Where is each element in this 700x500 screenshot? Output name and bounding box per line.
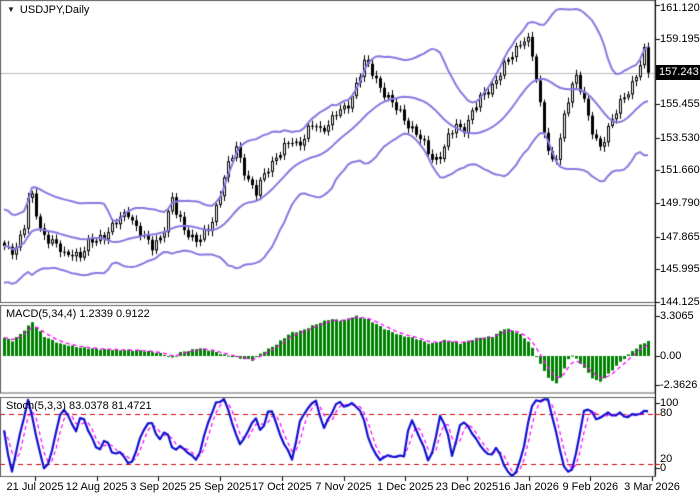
- price-axis-label: 149.790: [660, 197, 700, 209]
- price-axis-label: 159.195: [660, 32, 700, 45]
- x-axis-date-label: 1 Dec 2025: [377, 481, 434, 493]
- price-axis-label: 145.995: [660, 263, 700, 276]
- price-axis-label: 155.455: [660, 98, 700, 110]
- x-axis-date-label: 9 Feb 2026: [562, 481, 619, 493]
- x-axis-date-label: 21 Jul 2025: [6, 481, 64, 493]
- symbol-title: USDJPY,Daily: [19, 4, 90, 16]
- macd-axis-label: 3.3065: [660, 309, 694, 322]
- macd-axis-label: 0.00: [660, 350, 682, 362]
- macd-indicator-header: MACD(5,34,4) 1.2339 0.9122: [6, 308, 150, 320]
- stoch-indicator-header: Stoch(5,3,3) 83.0378 81.4721: [6, 400, 152, 412]
- x-axis-date-label: 25 Sep 2025: [188, 481, 252, 493]
- x-axis-date-label: 12 Aug 2025: [65, 481, 128, 493]
- price-axis-label: 161.120: [660, 2, 700, 14]
- stoch-axis-label: 100: [660, 397, 679, 409]
- x-axis-date-label: 3 Sep 2025: [130, 481, 187, 493]
- stoch-axis-label: 0: [660, 462, 667, 474]
- symbol-title-bar: ▼ USDJPY,Daily: [7, 4, 89, 16]
- collapse-chevron-icon[interactable]: ▼: [7, 5, 15, 14]
- macd-axis-label: -2.3626: [660, 378, 698, 391]
- price-axis-label: 147.865: [660, 230, 700, 243]
- stoch-axis-label: 20: [660, 453, 673, 465]
- current-price-badge: 157.243: [656, 65, 700, 81]
- x-axis-date-label: 17 Oct 2025: [251, 481, 312, 493]
- price-axis-label: 153.530: [660, 131, 700, 144]
- price-axis-label: 151.660: [660, 164, 700, 177]
- stoch-axis-label: 80: [660, 407, 673, 419]
- x-axis-date-label: 16 Jan 2026: [498, 481, 559, 493]
- x-axis-date-label: 7 Nov 2025: [315, 481, 372, 493]
- x-axis-date-label: 3 Mar 2026: [624, 481, 680, 493]
- x-axis-date-label: 23 Dec 2025: [435, 481, 499, 493]
- price-axis-label: 144.125: [660, 296, 700, 308]
